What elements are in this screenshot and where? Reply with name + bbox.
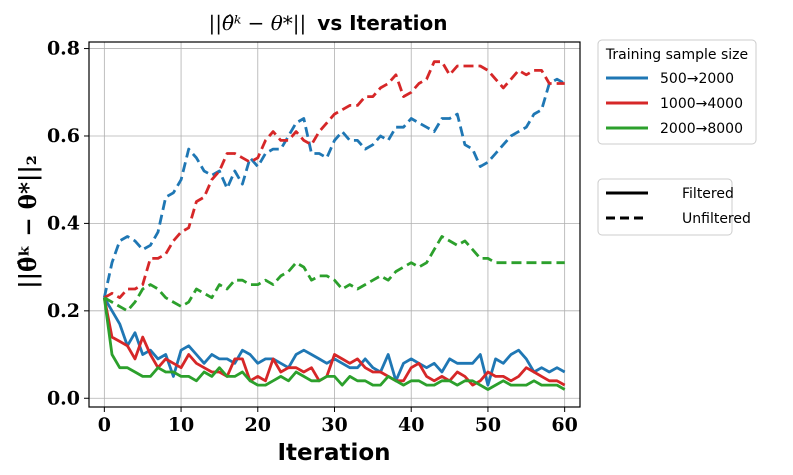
y-axis-label: ||θ̂ᵏ − θ*||₂ (15, 155, 42, 289)
x-tick-label: 40 (398, 414, 424, 436)
legend-label: 500→2000 (660, 71, 734, 87)
series-line-unfiltered (103, 60, 565, 300)
legend-label: 1000→4000 (660, 96, 743, 112)
y-tick-label: 0.2 (47, 300, 80, 322)
series-line-unfiltered (103, 235, 565, 313)
x-tick-label: 20 (245, 414, 271, 436)
chart-title: ||θ̂ᵏ − θ*|| vs Iteration (208, 11, 447, 36)
x-tick-label: 50 (475, 414, 501, 436)
series-lines (102, 60, 566, 391)
y-tick-label: 0.8 (47, 38, 80, 60)
legend-line-style: Filtered Unfiltered (597, 178, 751, 236)
series-line-filtered (103, 296, 566, 387)
x-tick-label: 60 (551, 414, 577, 436)
x-tick-label: 30 (321, 414, 347, 436)
legend-sample-size: Training sample size 500→2000 1000→4000 200… (597, 39, 757, 145)
legend-label: Unfiltered (682, 211, 751, 227)
y-tick-label: 0.6 (47, 125, 80, 147)
chart-title-math: ||θ̂ᵏ − θ*|| (208, 11, 306, 36)
legend-frame (597, 39, 757, 145)
x-axis-label: Iteration (277, 440, 390, 466)
series-line-filtered (102, 297, 566, 387)
axis-ticks: 0 10 20 30 40 50 60 0.0 0.2 0.4 0.6 0.8 (47, 38, 578, 436)
grid-lines (89, 42, 580, 407)
x-tick-label: 0 (98, 414, 111, 436)
chart-title-text: vs Iteration (317, 11, 447, 35)
series-line-filtered (102, 297, 566, 391)
y-tick-label: 0.4 (47, 212, 80, 234)
legend-label: 2000→8000 (660, 121, 743, 137)
y-tick-label: 0.0 (47, 387, 80, 409)
legend-label: Filtered (682, 186, 734, 202)
legend-title: Training sample size (605, 47, 748, 63)
series-line-unfiltered (102, 77, 566, 299)
x-tick-label: 10 (168, 414, 194, 436)
